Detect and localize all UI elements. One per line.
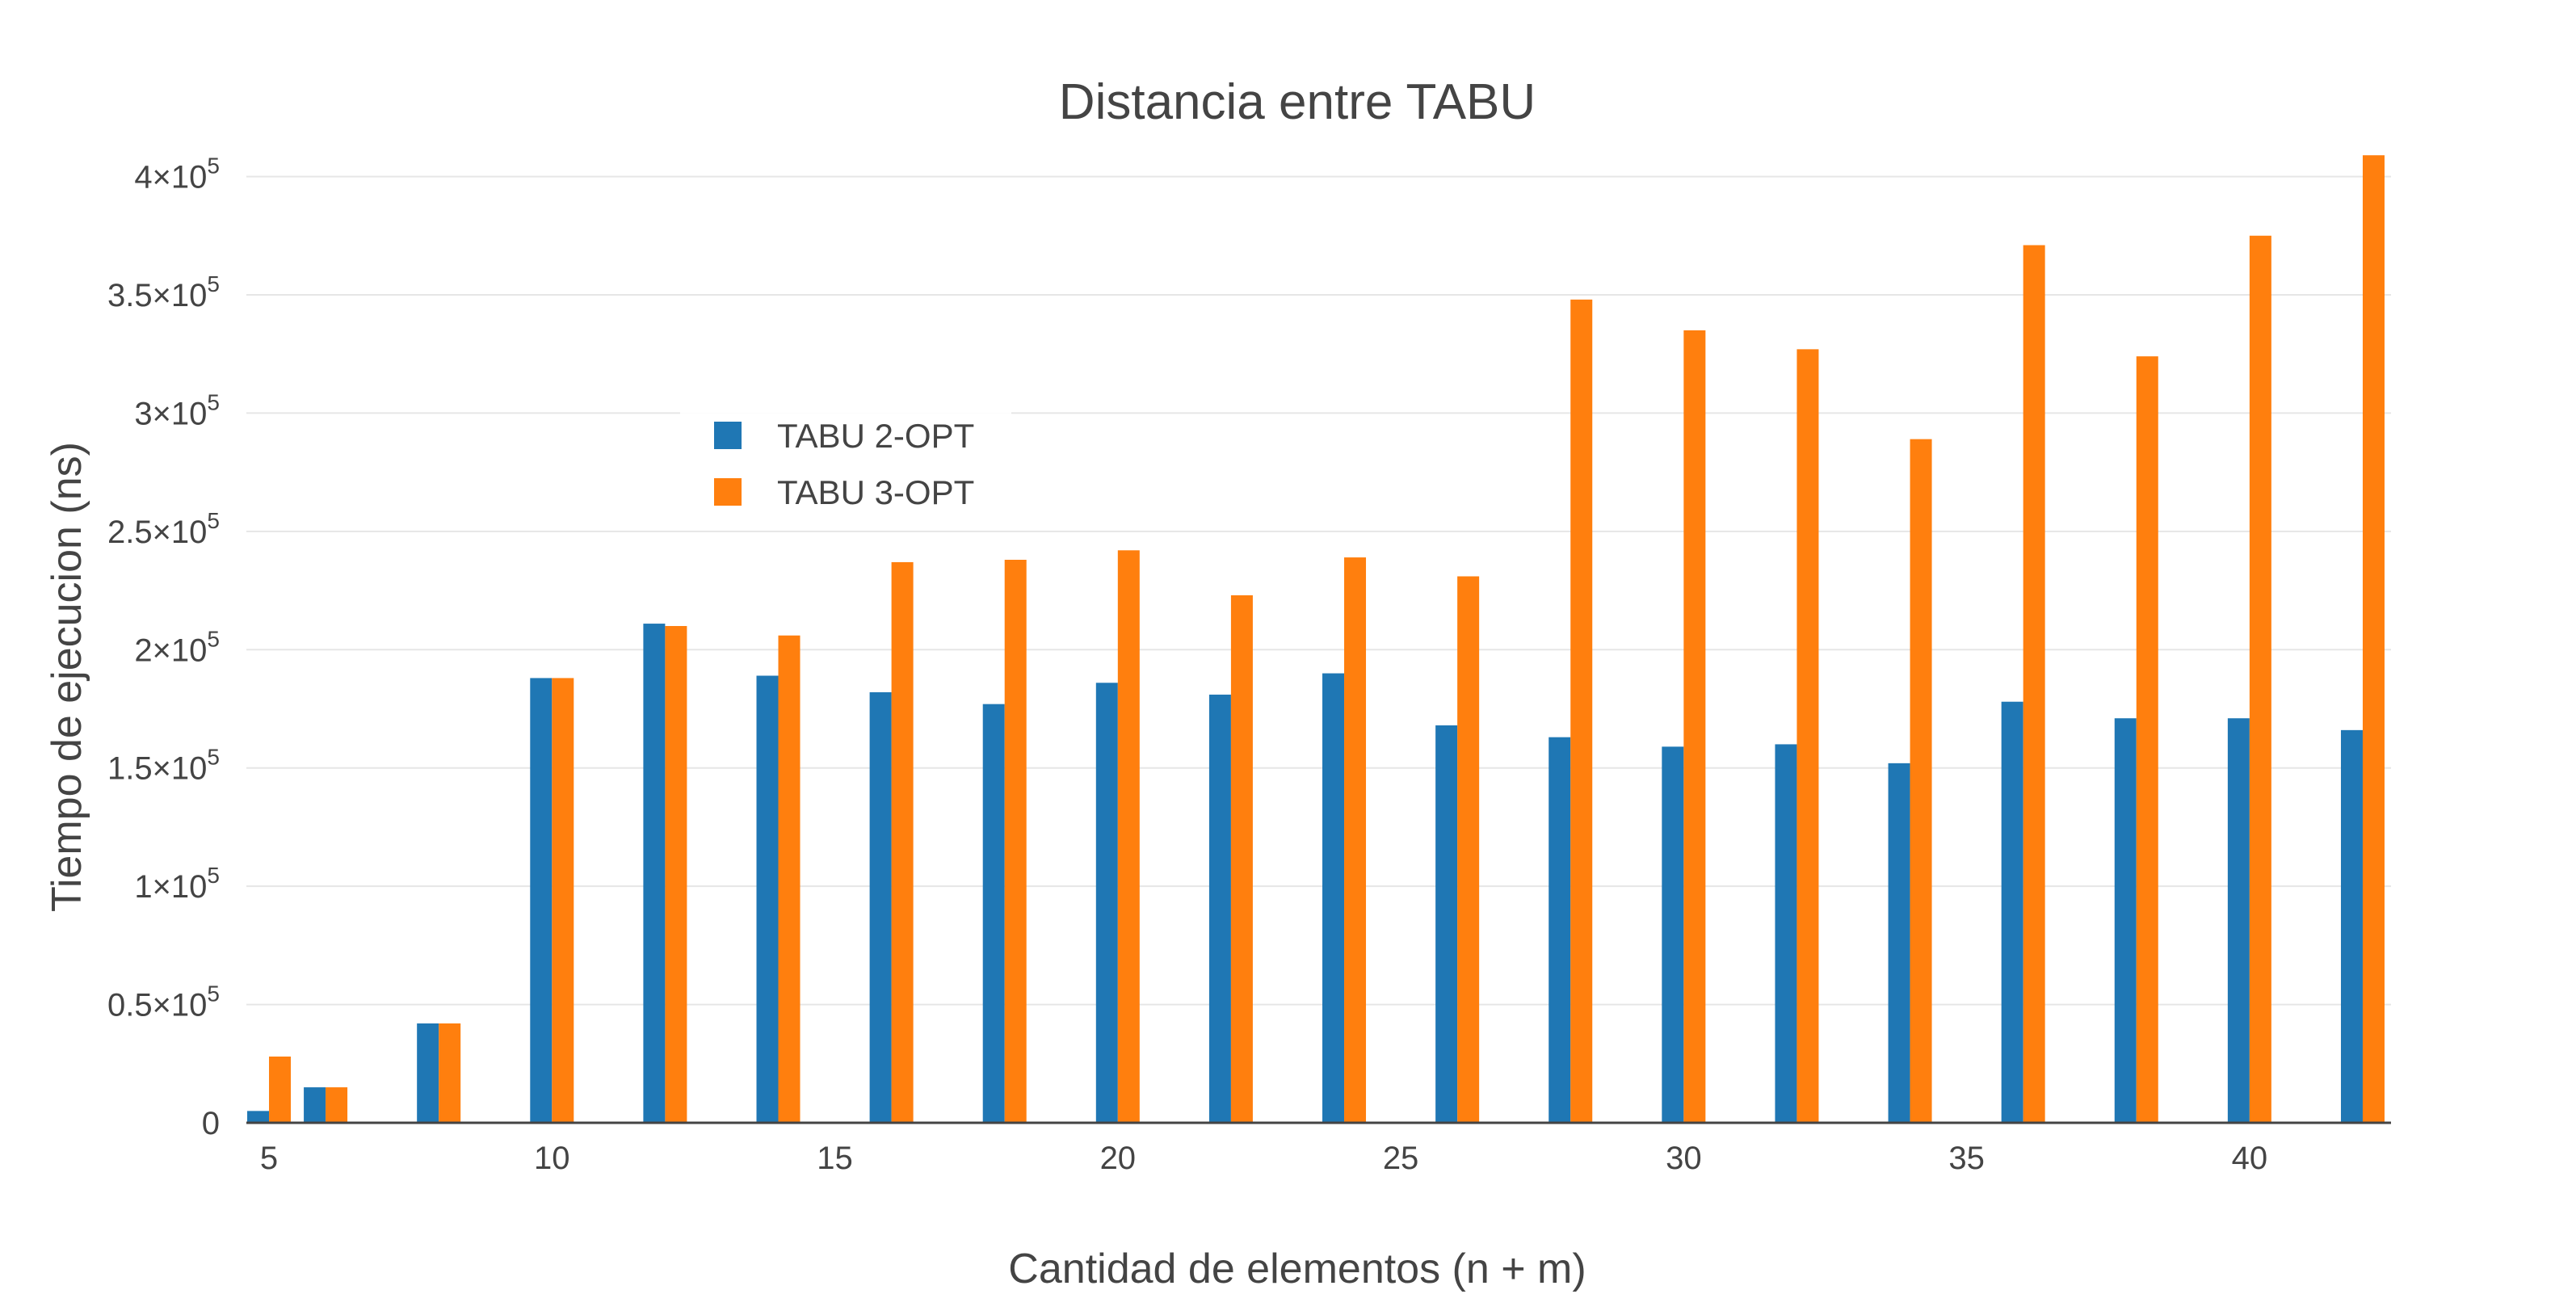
bar-tabu-2-opt <box>756 675 779 1123</box>
bar-tabu-3-opt <box>1796 349 1819 1123</box>
y-axis-title: Tiempo de ejecucion (ns) <box>44 442 90 912</box>
bar-tabu-2-opt <box>1662 746 1684 1123</box>
bar-tabu-2-opt <box>643 624 666 1123</box>
bar-tabu-3-opt <box>439 1023 461 1123</box>
legend: TABU 2-OPT TABU 3-OPT <box>680 401 1011 516</box>
y-tick-label: 4×105 <box>134 153 220 195</box>
bar-tabu-2-opt <box>247 1111 270 1123</box>
bar-tabu-3-opt <box>326 1087 348 1123</box>
bar-tabu-2-opt <box>417 1023 439 1123</box>
gridlines <box>246 175 2391 1006</box>
x-tick-label: 10 <box>534 1141 570 1176</box>
bar-tabu-3-opt <box>2249 235 2271 1124</box>
y-tick-label: 3.5×105 <box>107 271 220 313</box>
y-tick-label: 1×105 <box>134 863 220 905</box>
bar-tabu-2-opt <box>2340 729 2363 1123</box>
y-tick-label: 1.5×105 <box>107 745 220 787</box>
bar-tabu-2-opt <box>530 678 553 1123</box>
bar-tabu-2-opt <box>1549 737 1571 1123</box>
y-tick-label: 0 <box>202 1106 220 1141</box>
bar-tabu-3-opt <box>1910 439 1932 1123</box>
x-tick-label: 15 <box>817 1141 853 1176</box>
y-tick-label: 2×105 <box>134 626 220 668</box>
x-tick-label: 40 <box>2232 1141 2268 1176</box>
bar-tabu-3-opt <box>2023 245 2045 1123</box>
bar-tabu-3-opt <box>2362 155 2385 1124</box>
bar-tabu-3-opt <box>1683 330 1706 1123</box>
bar-tabu-2-opt <box>869 692 892 1123</box>
bars-layer <box>247 155 2385 1124</box>
bar-tabu-3-opt <box>665 626 687 1123</box>
chart-title: Distancia entre TABU <box>1059 74 1536 130</box>
y-tick-label: 2.5×105 <box>107 508 220 550</box>
bar-tabu-3-opt <box>1457 576 1480 1123</box>
bar-tabu-2-opt <box>1888 763 1910 1123</box>
bar-tabu-2-opt <box>1435 725 1458 1123</box>
x-tick-label: 30 <box>1666 1141 1702 1176</box>
y-tick-labels: 0 0.5×105 1×105 1.5×105 2×105 2.5×105 3×105 3.5… <box>107 153 220 1141</box>
bar-tabu-2-opt <box>304 1087 326 1123</box>
bar-tabu-2-opt <box>2114 718 2137 1123</box>
bar-tabu-3-opt <box>269 1057 292 1123</box>
legend-swatch-tabu-2-opt <box>714 422 742 449</box>
x-tick-label: 25 <box>1383 1141 1419 1176</box>
bar-tabu-3-opt <box>1004 560 1027 1123</box>
bar-tabu-3-opt <box>1570 299 1593 1123</box>
bar-tabu-3-opt <box>891 561 914 1123</box>
bar-tabu-3-opt <box>1230 595 1253 1123</box>
bar-tabu-2-opt <box>1775 744 1797 1123</box>
x-tick-label: 5 <box>260 1141 278 1176</box>
bar-tabu-2-opt <box>1208 694 1231 1123</box>
bar-tabu-2-opt <box>1095 683 1118 1123</box>
bar-tabu-3-opt <box>1344 557 1367 1123</box>
bar-tabu-3-opt <box>2136 356 2158 1124</box>
x-tick-labels: 5 10 15 20 25 30 35 40 <box>260 1141 2267 1176</box>
bar-tabu-2-opt <box>1322 673 1345 1123</box>
legend-label-tabu-3-opt: TABU 3-OPT <box>777 473 974 511</box>
x-tick-label: 20 <box>1100 1141 1137 1176</box>
bar-tabu-2-opt <box>2227 718 2250 1123</box>
bar-tabu-3-opt <box>778 635 801 1123</box>
legend-label-tabu-2-opt: TABU 2-OPT <box>777 417 974 455</box>
legend-swatch-tabu-3-opt <box>714 478 742 506</box>
bar-tabu-3-opt <box>552 678 574 1123</box>
bar-tabu-3-opt <box>1117 550 1140 1123</box>
x-tick-label: 35 <box>1948 1141 1985 1176</box>
y-tick-label: 3×105 <box>134 389 220 431</box>
y-tick-label: 0.5×105 <box>107 981 220 1023</box>
bar-tabu-2-opt <box>982 704 1005 1123</box>
x-axis-title: Cantidad de elementos (n + m) <box>1008 1246 1586 1292</box>
bar-tabu-2-opt <box>2001 701 2023 1123</box>
